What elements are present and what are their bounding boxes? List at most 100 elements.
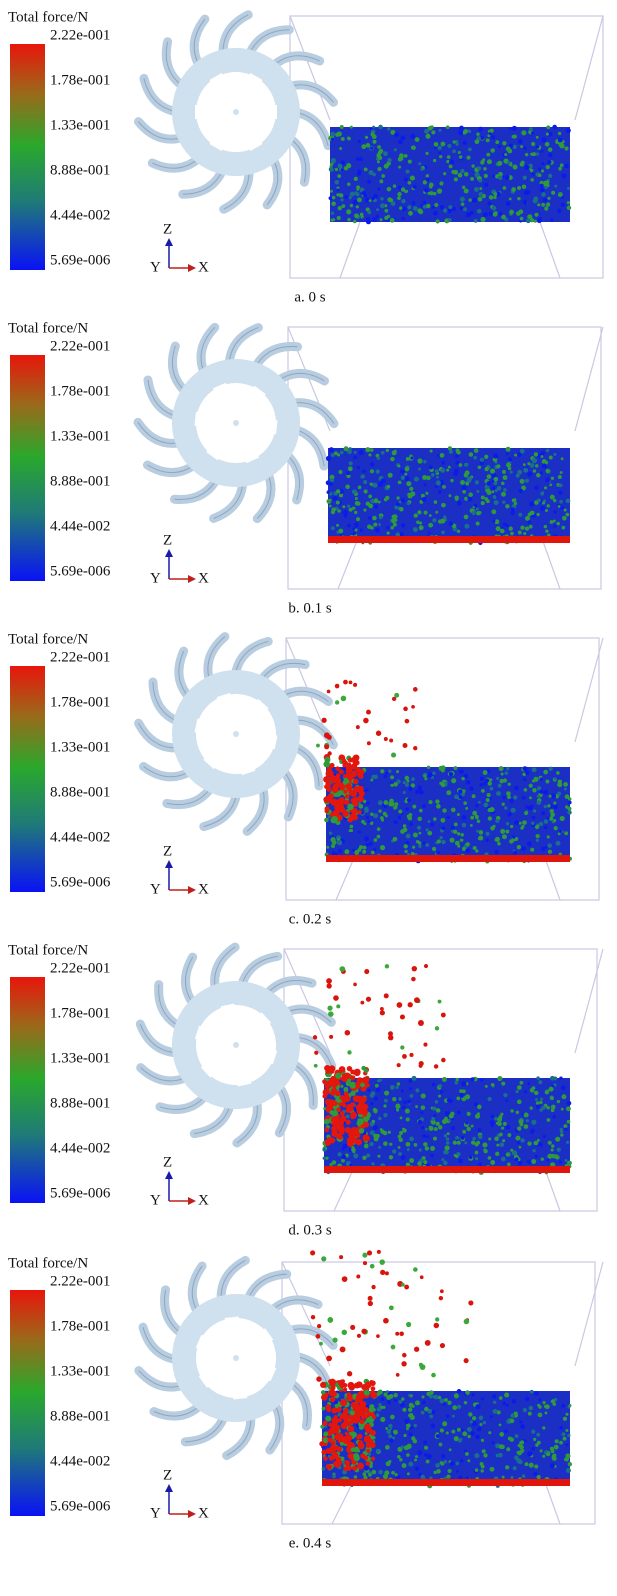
particle <box>313 1035 317 1039</box>
particle <box>340 1436 346 1442</box>
particle <box>553 453 556 456</box>
particle <box>471 1125 474 1128</box>
particle <box>408 1002 413 1007</box>
particle <box>435 799 439 803</box>
particle <box>383 151 388 156</box>
particle <box>498 145 501 148</box>
particle <box>551 1154 555 1158</box>
particle <box>550 495 555 500</box>
particle <box>450 1461 455 1466</box>
particle <box>403 1101 406 1104</box>
particle <box>459 155 462 158</box>
particle <box>454 822 458 826</box>
particle <box>424 483 427 486</box>
particle <box>524 1124 529 1129</box>
particle <box>331 158 336 163</box>
particle <box>452 207 456 211</box>
particle <box>459 795 463 799</box>
particle <box>350 192 355 197</box>
axis-label: Y <box>150 1505 161 1521</box>
particle <box>353 456 357 460</box>
particle <box>378 1117 381 1120</box>
particle <box>566 499 571 504</box>
particle <box>448 1119 451 1122</box>
legend-label: 5.69e-006 <box>50 874 111 890</box>
particle <box>524 1090 527 1093</box>
panel: Total force/N2.22e-0011.78e-0011.33e-001… <box>8 1230 603 1552</box>
particle <box>462 823 467 828</box>
axis-head <box>188 1197 196 1205</box>
particle <box>565 1159 568 1162</box>
particle <box>562 516 566 520</box>
particle <box>332 783 339 790</box>
particle <box>487 793 491 797</box>
particle <box>417 510 421 514</box>
particle <box>364 1466 369 1471</box>
colorbar <box>10 44 45 270</box>
notch <box>263 105 277 119</box>
particle <box>401 199 405 203</box>
particle <box>488 816 492 820</box>
particle <box>489 132 492 135</box>
particle <box>366 997 371 1002</box>
particle <box>471 1077 475 1081</box>
particle <box>434 1395 438 1399</box>
particle <box>423 205 427 209</box>
caption: d. 0.3 s <box>288 1222 332 1238</box>
particle <box>495 140 499 144</box>
particle <box>431 1373 436 1378</box>
particle <box>398 1146 401 1149</box>
legend-label: 5.69e-006 <box>50 252 111 268</box>
particle <box>536 800 541 805</box>
particle <box>341 137 345 141</box>
legend-title: Total force/N <box>8 942 88 958</box>
particle <box>542 1455 545 1458</box>
particle <box>451 778 456 783</box>
particle <box>437 839 441 843</box>
particle <box>353 220 357 224</box>
particle <box>331 800 337 806</box>
particle <box>520 1424 525 1429</box>
particle <box>518 1460 522 1464</box>
particle <box>550 218 554 222</box>
particle <box>324 732 330 738</box>
particle <box>551 1144 554 1147</box>
particle <box>383 800 388 805</box>
particle <box>406 1142 411 1147</box>
particle <box>466 156 470 160</box>
particle <box>415 1455 418 1458</box>
particle <box>336 489 340 493</box>
particle <box>477 1427 482 1432</box>
particle <box>551 794 556 799</box>
particle <box>522 185 527 190</box>
particle <box>354 213 359 218</box>
particle <box>364 489 368 493</box>
particle <box>423 201 426 204</box>
particle <box>558 491 562 495</box>
particle <box>405 776 410 781</box>
axis-label: Y <box>150 881 161 897</box>
particle <box>457 501 462 506</box>
particle <box>446 469 449 472</box>
particle <box>462 1431 467 1436</box>
particle <box>429 466 433 470</box>
particle <box>399 206 403 210</box>
particle <box>368 453 371 456</box>
particle <box>508 783 511 786</box>
particle <box>552 125 557 130</box>
particle <box>492 490 495 493</box>
particle <box>343 680 348 685</box>
particle <box>533 469 536 472</box>
particle <box>423 1160 427 1164</box>
particle <box>498 1453 503 1458</box>
particle <box>534 1465 538 1469</box>
particle <box>408 160 412 164</box>
particle <box>444 1398 448 1402</box>
particle <box>536 136 539 139</box>
particle <box>470 1420 473 1423</box>
particle <box>510 511 514 515</box>
particle <box>464 1141 467 1144</box>
particle <box>375 1084 379 1088</box>
particle <box>330 837 335 842</box>
particle <box>358 831 361 834</box>
